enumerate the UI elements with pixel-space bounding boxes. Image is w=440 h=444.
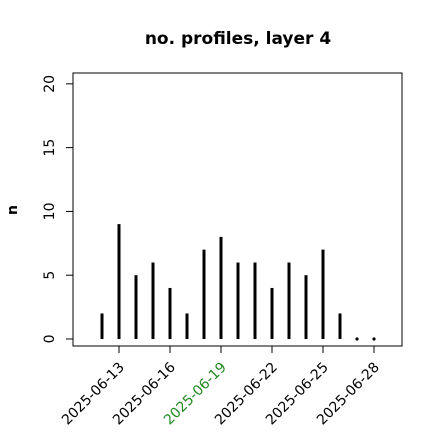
chart-title: no. profiles, layer 4 <box>145 29 332 49</box>
y-tick-label: 10 <box>42 202 58 220</box>
y-tick-label: 5 <box>42 271 58 280</box>
zero-mark <box>355 337 359 341</box>
y-axis-label: n <box>5 205 21 215</box>
y-tick-label: 15 <box>42 139 58 157</box>
zero-mark <box>372 337 376 341</box>
y-tick-label: 20 <box>42 75 58 93</box>
y-tick-label: 0 <box>42 335 58 344</box>
plot-frame <box>72 72 403 347</box>
